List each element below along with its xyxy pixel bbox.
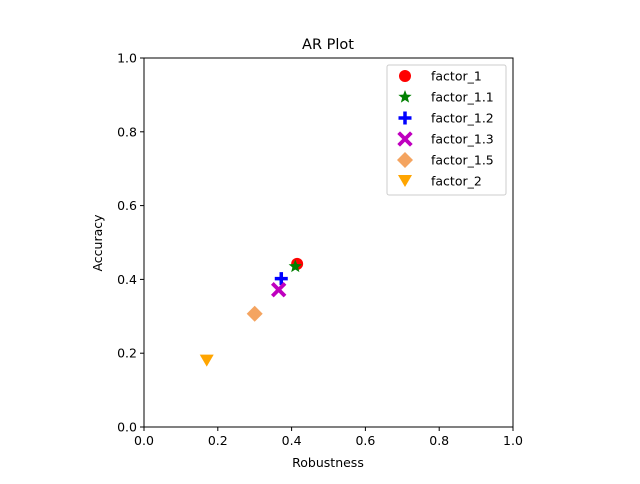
y-axis-label: Accuracy	[90, 214, 105, 272]
y-tick-label: 0.2	[117, 346, 137, 361]
legend-label: factor_1.1	[431, 90, 494, 105]
legend-label: factor_2	[431, 174, 482, 189]
axis-ticks: 0.0 0.2 0.4 0.6 0.8 1.0 0.0 0.2 0.4 0.6 0.8 1.0	[117, 51, 523, 449]
x-tick-label: 0.6	[355, 433, 375, 448]
data-point-factor-1-2	[274, 272, 288, 286]
x-axis-label: Robustness	[292, 455, 364, 470]
y-tick-label: 0.8	[117, 124, 137, 139]
data-point-factor-1-1	[288, 259, 302, 273]
legend-marker	[397, 152, 413, 168]
legend-label: factor_1.3	[431, 132, 494, 147]
legend-frame	[386, 64, 507, 196]
y-tick-label: 1.0	[117, 51, 137, 66]
plot-frame	[143, 57, 514, 428]
legend-marker	[398, 90, 412, 103]
legend-marker	[397, 131, 413, 147]
legend-marker	[398, 175, 412, 187]
legend-label: factor_1.5	[431, 153, 494, 168]
data-markers	[199, 257, 304, 367]
data-point-factor-2	[199, 354, 214, 367]
legend-label: factor_1	[431, 69, 482, 84]
chart-title: AR Plot	[302, 37, 354, 53]
legend-marker	[398, 111, 412, 125]
data-point-factor-1-5	[246, 305, 263, 322]
y-tick-label: 0.4	[117, 272, 137, 287]
data-point-factor-1-3	[270, 282, 287, 298]
y-tick-label: 0.6	[117, 198, 137, 213]
legend-marker	[399, 70, 411, 82]
x-tick-label: 1.0	[503, 433, 523, 448]
y-tick-label: 0.0	[117, 420, 137, 435]
legend: factor_1 factor_1.1 factor_1.2 factor_1.3fa…	[386, 64, 507, 196]
x-tick-label: 0.8	[429, 433, 449, 448]
x-tick-label: 0.0	[134, 433, 154, 448]
legend-label: factor_1.2	[431, 111, 494, 126]
x-tick-label: 0.2	[208, 433, 228, 448]
x-tick-label: 0.4	[282, 433, 302, 448]
